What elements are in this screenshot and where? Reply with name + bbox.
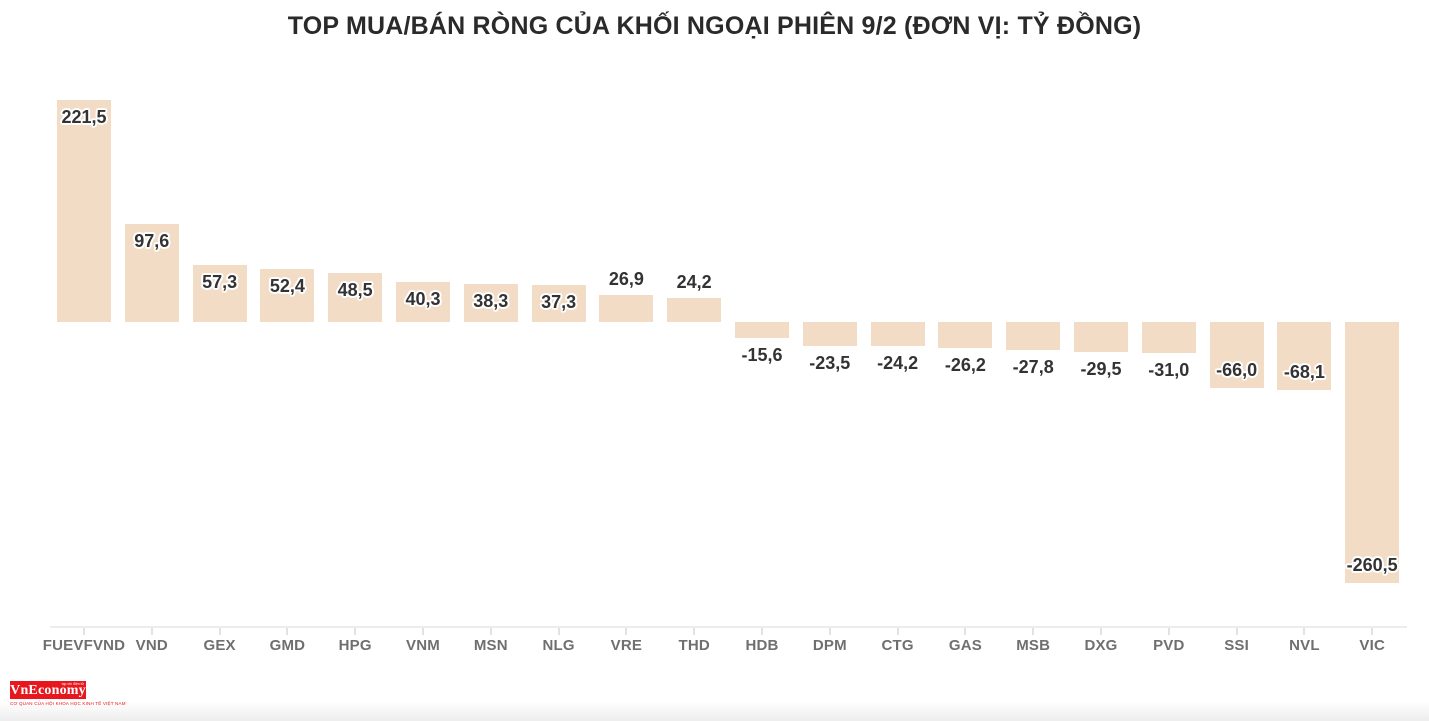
x-axis-label-VIC: VIC — [1359, 637, 1385, 654]
bar-NVL — [1277, 322, 1332, 391]
value-label-VNM: 40,3 — [405, 288, 441, 309]
x-axis-label-SSI: SSI — [1224, 637, 1249, 654]
x-axis-tick-GEX — [218, 627, 221, 635]
value-label-VRE: 26,9 — [608, 269, 644, 290]
x-axis-label-GAS: GAS — [948, 637, 982, 654]
x-axis-label-VNM: VNM — [406, 637, 440, 654]
logo-tagline-bottom: CƠ QUAN CỦA HỘI KHOA HỌC KINH TẾ VIỆT NA… — [10, 701, 125, 706]
value-label-HPG: 48,5 — [337, 280, 373, 301]
value-label-GEX: 57,3 — [202, 271, 238, 292]
x-axis-line — [50, 626, 1407, 628]
x-axis-tick-CTG — [896, 627, 899, 635]
bottom-gradient-strip — [0, 701, 1429, 721]
x-axis-label-HDB: HDB — [745, 637, 779, 654]
bar-GAS — [938, 322, 993, 349]
x-axis-tick-FUEVFVND — [83, 627, 85, 635]
value-label-NVL: -68,1 — [1283, 362, 1325, 383]
logo-wordmark: VnEconomy — [10, 683, 86, 698]
bar-VRE — [599, 295, 654, 322]
value-label-VND: 97,6 — [134, 231, 170, 252]
vneconomy-logo: tạp chí điện tử VnEconomy CƠ QUAN CỦA HỘ… — [10, 681, 125, 706]
logo-tagline-top: tạp chí điện tử — [61, 682, 84, 686]
x-axis-tick-DXG — [1100, 627, 1102, 635]
x-axis-tick-VIC — [1371, 627, 1374, 635]
bar-HDB — [735, 322, 789, 338]
bar-HPG — [328, 273, 383, 322]
x-axis-tick-SSI — [1235, 627, 1238, 635]
x-axis-label-HPG: HPG — [338, 637, 372, 654]
value-label-FUEVFVND: 221,5 — [61, 106, 107, 127]
x-axis-tick-HPG — [354, 627, 357, 635]
x-axis-label-PVD: PVD — [1153, 637, 1185, 654]
value-label-NLG: 37,3 — [541, 291, 577, 312]
bar-THD — [667, 297, 722, 322]
x-axis-tick-PVD — [1167, 627, 1170, 635]
chart-title: TOP MUA/BÁN RÒNG CỦA KHỐI NGOẠI PHIÊN 9/… — [287, 12, 1142, 40]
x-axis-tick-VNM — [422, 627, 424, 635]
x-axis-tick-MSB — [1032, 627, 1035, 635]
x-axis-label-THD: THD — [678, 637, 710, 654]
value-label-DPM: -23,5 — [809, 352, 851, 373]
value-label-MSB: -27,8 — [1012, 356, 1054, 377]
x-axis-label-DPM: DPM — [812, 637, 847, 654]
bar-CTG — [870, 322, 925, 347]
x-axis-tick-MSN — [489, 627, 492, 635]
value-label-SSI: -66,0 — [1216, 360, 1258, 381]
bar-NLG — [531, 284, 586, 322]
x-axis-tick-HDB — [761, 627, 763, 635]
x-axis-label-MSB: MSB — [1016, 637, 1051, 654]
bar-PVD — [1141, 322, 1196, 354]
bar-DPM — [802, 322, 857, 346]
bar-GMD — [260, 269, 315, 322]
value-label-GAS: -26,2 — [944, 355, 986, 376]
x-axis-label-VRE: VRE — [610, 637, 643, 654]
x-axis-label-NVL: NVL — [1289, 637, 1320, 654]
x-axis-tick-GAS — [964, 627, 967, 635]
bar-VND — [124, 224, 179, 322]
x-axis-tick-THD — [693, 627, 696, 635]
value-label-THD: 24,2 — [676, 271, 712, 292]
bar-MSB — [1006, 322, 1061, 350]
value-label-VIC: -260,5 — [1346, 555, 1398, 576]
x-axis-label-GEX: GEX — [203, 637, 236, 654]
bar-VNM — [396, 281, 450, 322]
value-label-DXG: -29,5 — [1080, 358, 1122, 379]
value-label-PVD: -31,0 — [1148, 360, 1190, 381]
x-axis-label-DXG: DXG — [1084, 637, 1118, 654]
bar-SSI — [1209, 322, 1264, 389]
bar-VIC — [1345, 322, 1400, 584]
bar-MSN — [463, 283, 518, 322]
value-label-MSN: 38,3 — [473, 290, 509, 311]
x-axis-label-GMD: GMD — [269, 637, 306, 654]
vneconomy-logo-box: tạp chí điện tử VnEconomy — [10, 681, 86, 699]
x-axis-tick-DPM — [828, 627, 831, 635]
value-label-GMD: 52,4 — [269, 276, 305, 297]
x-axis-tick-VND — [150, 627, 153, 635]
x-axis-label-VND: VND — [135, 637, 168, 654]
value-label-CTG: -24,2 — [877, 353, 919, 374]
bar-GEX — [192, 264, 247, 322]
bar-FUEVFVND — [57, 99, 111, 322]
x-axis-label-CTG: CTG — [881, 637, 914, 654]
value-label-HDB: -15,6 — [741, 344, 783, 365]
x-axis-tick-GMD — [286, 627, 289, 635]
x-axis-tick-VRE — [625, 627, 628, 635]
x-axis-label-NLG: NLG — [542, 637, 575, 654]
x-axis-label-MSN: MSN — [473, 637, 508, 654]
bar-DXG — [1074, 322, 1128, 352]
x-axis-label-FUEVFVND: FUEVFVND — [42, 637, 126, 654]
x-axis-tick-NVL — [1303, 627, 1306, 635]
x-axis-tick-NLG — [557, 627, 560, 635]
